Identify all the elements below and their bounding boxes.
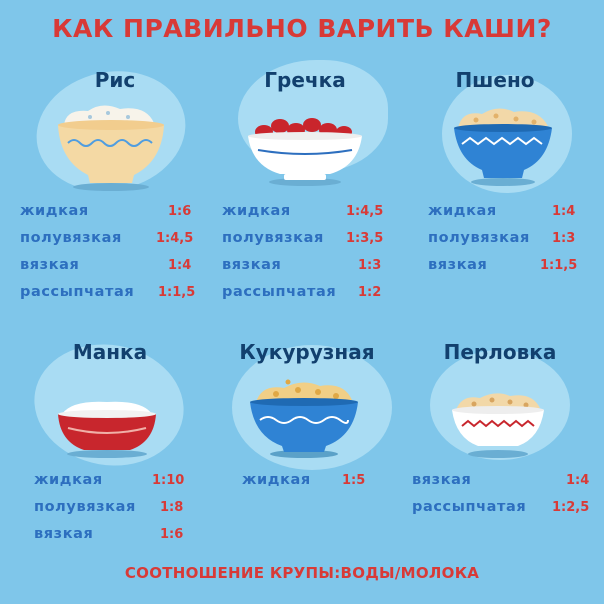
millet-row-ratio: 1:4 xyxy=(552,204,576,219)
buckwheat-row-ratio: 1:4,5 xyxy=(346,204,384,219)
buckwheat-row-ratio: 1:2 xyxy=(358,285,382,300)
semolina-row-label: вязкая xyxy=(34,526,94,542)
buckwheat-bowl-icon xyxy=(248,118,362,186)
millet-row-ratio: 1:3 xyxy=(552,231,576,246)
buckwheat-row-ratio: 1:3 xyxy=(358,258,382,273)
ratio-legend-caption: СООТНОШЕНИЕ КРУПЫ:ВОДЫ/МОЛОКА xyxy=(124,564,480,582)
rice-row-ratio: 1:1,5 xyxy=(158,285,196,300)
barley-bowl-icon xyxy=(452,393,544,458)
grain-name-rice: Рис xyxy=(94,68,136,92)
buckwheat-row-label: вязкая xyxy=(222,257,282,273)
page-title: КАК ПРАВИЛЬНО ВАРИТЬ КАШИ? xyxy=(52,14,552,43)
rice-row-ratio: 1:6 xyxy=(168,204,192,219)
rice-row-label: жидкая xyxy=(20,203,89,219)
semolina-row-ratio: 1:10 xyxy=(152,473,185,488)
millet-row-label: вязкая xyxy=(428,257,488,273)
corn-row-ratio: 1:5 xyxy=(342,473,366,488)
barley-row-label: вязкая xyxy=(412,472,472,488)
barley-row-label: рассыпчатая xyxy=(412,499,527,515)
rice-row-ratio: 1:4 xyxy=(168,258,192,273)
millet-row-label: полувязкая xyxy=(428,230,530,246)
grain-name-semolina: Манка xyxy=(72,340,148,364)
grain-name-millet: Пшено xyxy=(455,68,535,92)
grain-name-corn: Кукурузная xyxy=(239,340,375,364)
semolina-row-ratio: 1:8 xyxy=(160,500,184,515)
semolina-row-label: полувязкая xyxy=(34,499,136,515)
rice-row-label: рассыпчатая xyxy=(20,284,135,300)
millet-row-ratio: 1:1,5 xyxy=(540,258,578,273)
grain-name-barley: Перловка xyxy=(443,340,557,364)
rice-row-label: полувязкая xyxy=(20,230,122,246)
grain-name-buckwheat: Гречка xyxy=(264,68,346,92)
corn-row-label: жидкая xyxy=(242,472,311,488)
buckwheat-row-label: полувязкая xyxy=(222,230,324,246)
semolina-row-ratio: 1:6 xyxy=(160,527,184,542)
rice-row-ratio: 1:4,5 xyxy=(156,231,194,246)
buckwheat-row-ratio: 1:3,5 xyxy=(346,231,384,246)
barley-row-ratio: 1:4 xyxy=(566,473,590,488)
millet-bowl-icon xyxy=(454,108,552,186)
semolina-row-label: жидкая xyxy=(34,472,103,488)
buckwheat-row-label: рассыпчатая xyxy=(222,284,337,300)
rice-bowl-icon xyxy=(58,105,164,191)
millet-row-label: жидкая xyxy=(428,203,497,219)
corn-porridge-bowl-icon xyxy=(250,379,358,458)
barley-row-ratio: 1:2,5 xyxy=(552,500,590,515)
semolina-bowl-icon xyxy=(58,401,156,458)
rice-row-label: вязкая xyxy=(20,257,80,273)
buckwheat-row-label: жидкая xyxy=(222,203,291,219)
